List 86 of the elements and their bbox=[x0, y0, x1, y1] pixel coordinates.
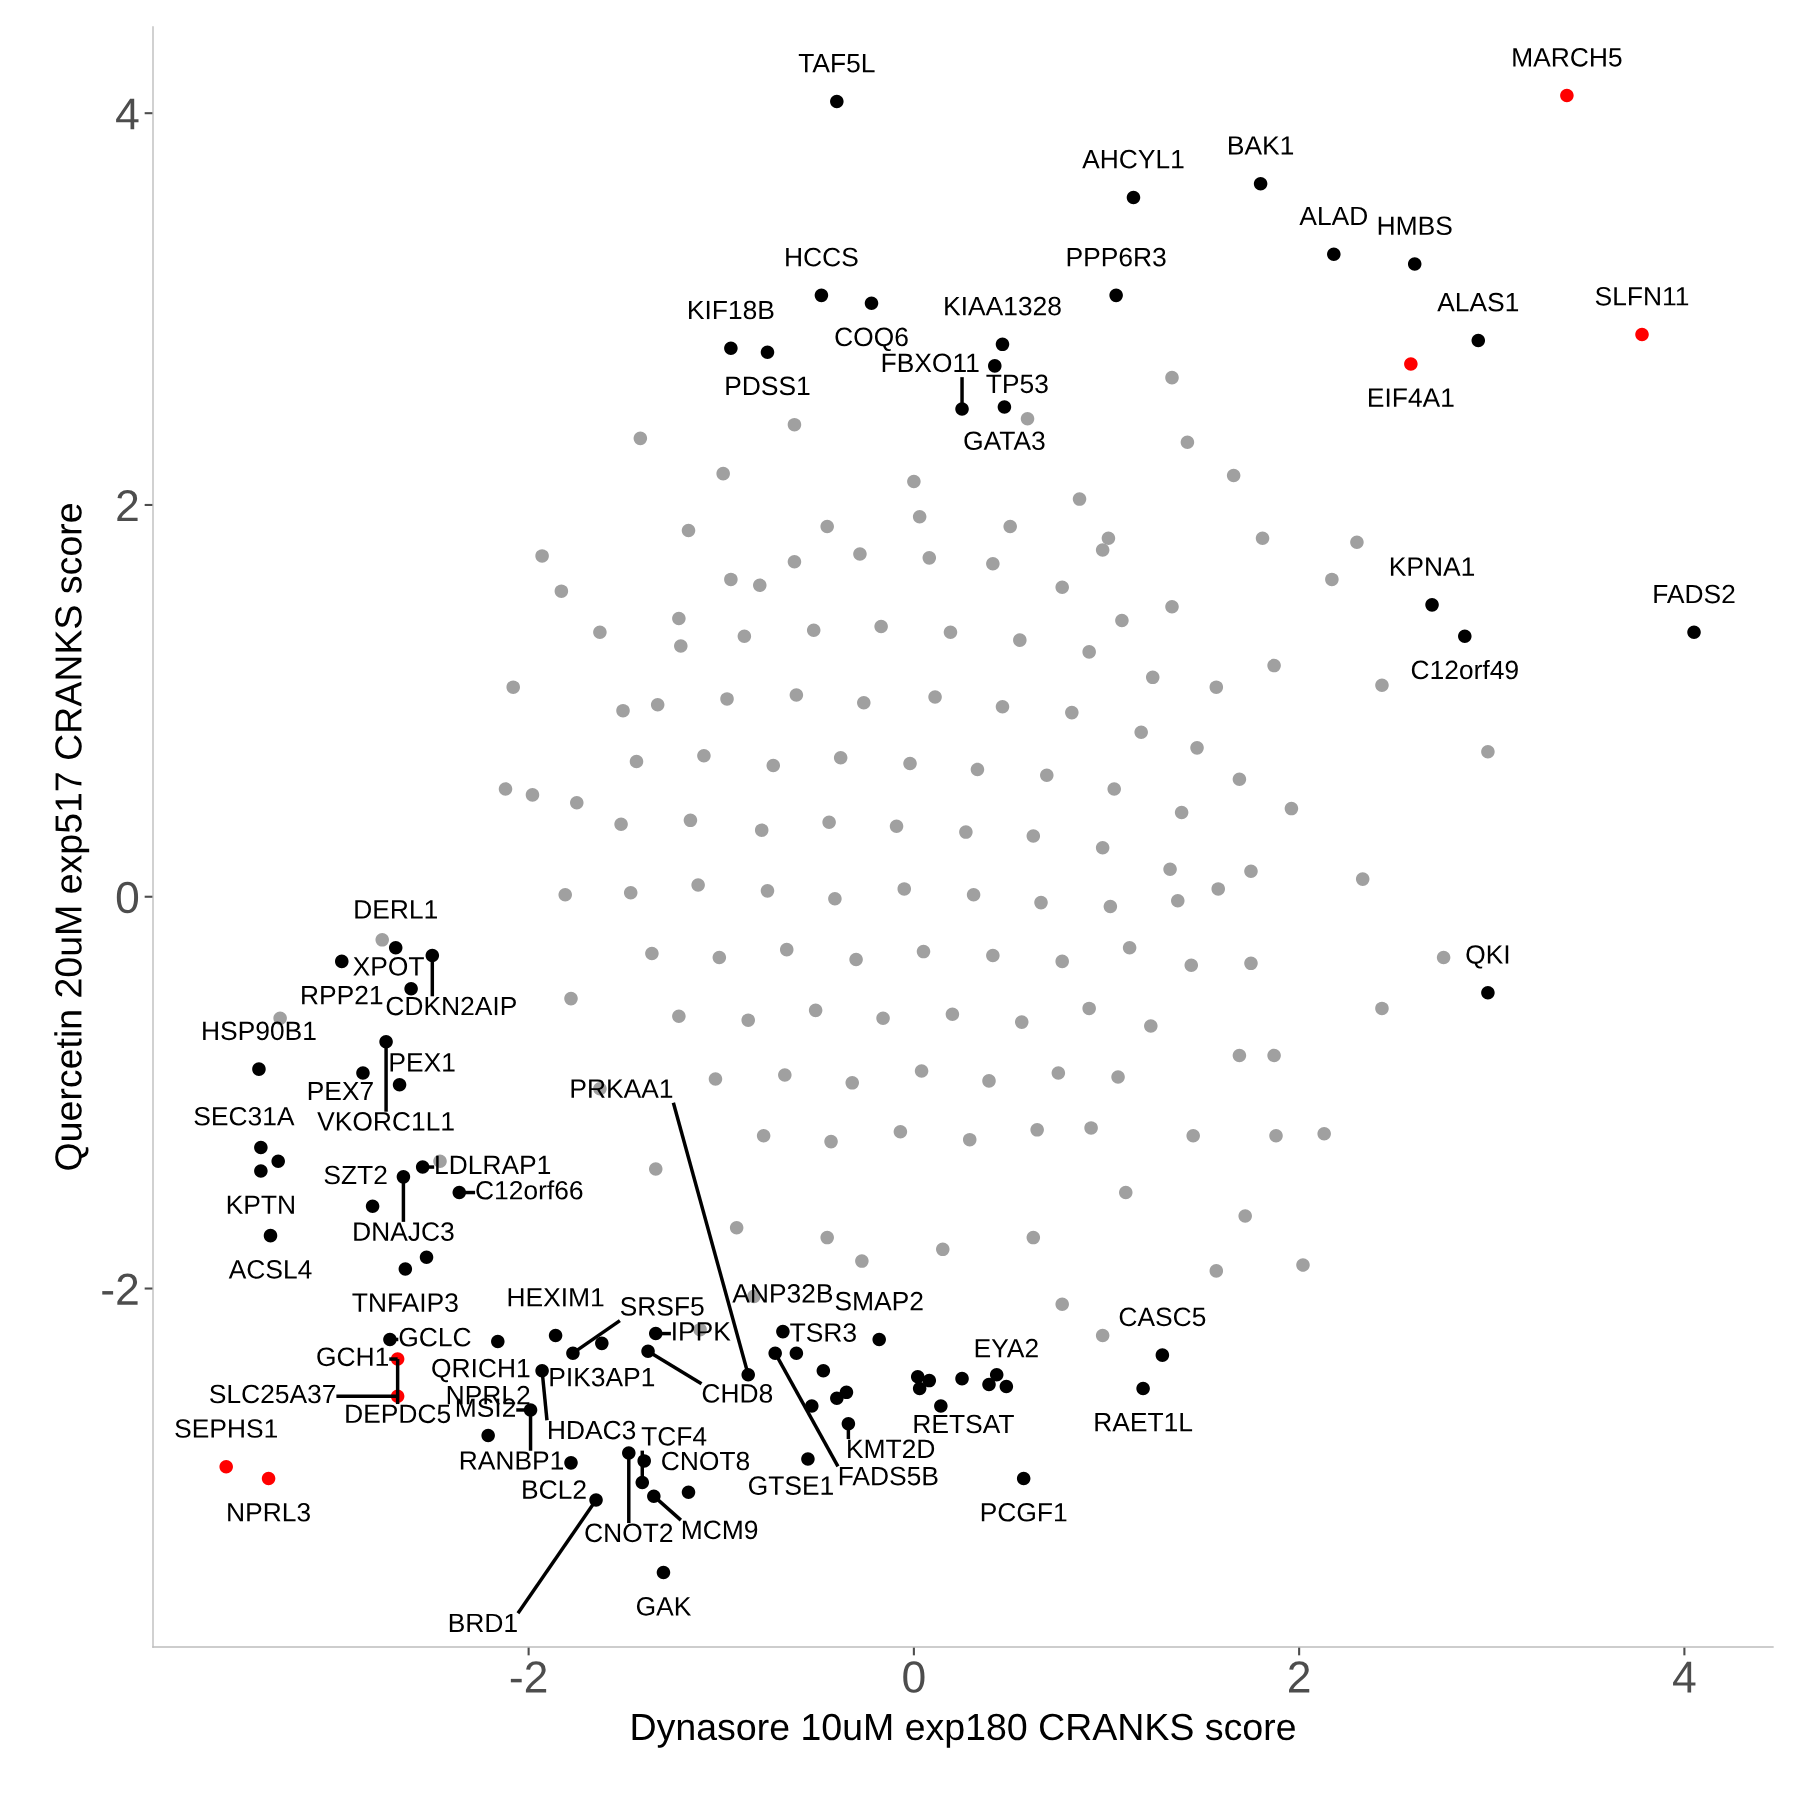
x-tick-label: 2 bbox=[1289, 1661, 1310, 1693]
annotation: GCLC bbox=[399, 1327, 471, 1347]
annotation: TCF4 bbox=[641, 1427, 707, 1446]
x-tick-label: 0 bbox=[903, 1661, 925, 1693]
annotation: SZT2 bbox=[324, 1165, 387, 1185]
annotation: GAK bbox=[636, 1596, 692, 1616]
annotation: EIF4A1 bbox=[1369, 388, 1454, 407]
annotation: HCCS bbox=[786, 247, 858, 267]
annotation: MCM9 bbox=[682, 1520, 758, 1540]
x-tick-label: -2 bbox=[510, 1661, 547, 1693]
y-tick-label: 0 bbox=[116, 881, 139, 914]
annotation: VKORC1L1 bbox=[317, 1112, 454, 1131]
annotation: SLFN11 bbox=[1595, 286, 1689, 306]
annotation: KMT2D bbox=[848, 1439, 935, 1458]
annotation: RPP21 bbox=[302, 985, 383, 1005]
annotation: PIK3AP1 bbox=[550, 1367, 655, 1387]
annotation: NPRL3 bbox=[228, 1502, 310, 1522]
annotation: KPTN bbox=[227, 1195, 294, 1214]
x-tick-label: 4 bbox=[1673, 1661, 1696, 1693]
annotation: HMBS bbox=[1378, 216, 1452, 236]
annotation: TSR3 bbox=[790, 1323, 856, 1342]
annotation: ALAD bbox=[1299, 206, 1368, 226]
annotation: QKI bbox=[1466, 945, 1509, 969]
annotation: CNOT8 bbox=[662, 1451, 750, 1471]
annotation: HSP90B1 bbox=[203, 1021, 316, 1041]
annotation: SRSF5 bbox=[620, 1297, 704, 1316]
annotation: IPPK bbox=[673, 1322, 731, 1341]
y-tick-label: 2 bbox=[117, 490, 138, 522]
annotation: LDLRAP1 bbox=[436, 1155, 551, 1174]
point bbox=[261, 1471, 276, 1486]
annotation: MARCH5 bbox=[1513, 47, 1622, 67]
annotation: CASC5 bbox=[1119, 1307, 1206, 1327]
annotation: GTSE1 bbox=[749, 1476, 833, 1495]
annotation: ANP32B bbox=[732, 1284, 833, 1303]
annotation: FADS2 bbox=[1654, 584, 1735, 604]
annotation: ACSL4 bbox=[228, 1260, 312, 1279]
annotation: DEPDC5 bbox=[346, 1404, 451, 1424]
annotation: RANBP1 bbox=[460, 1451, 564, 1470]
annotation: SMAP2 bbox=[835, 1291, 923, 1311]
annotation: KIF18B bbox=[689, 300, 774, 320]
point bbox=[1560, 88, 1574, 103]
annotation: SEC31A bbox=[194, 1106, 295, 1126]
annotation: CHD8 bbox=[702, 1384, 773, 1403]
annotation: TP53 bbox=[986, 374, 1048, 394]
annotation: PEX1 bbox=[390, 1053, 455, 1072]
y-axis-title: Quercetin 20uM exp517 CRANKS score bbox=[54, 504, 90, 1170]
annotation: ALAS1 bbox=[1437, 292, 1519, 312]
annotation: COQ6 bbox=[835, 327, 908, 352]
y-tick-label: 4 bbox=[116, 98, 139, 130]
point bbox=[1635, 327, 1649, 342]
annotation: XPOT bbox=[353, 957, 424, 976]
annotation: SLC25A37 bbox=[210, 1384, 336, 1404]
annotation: PRKAA1 bbox=[571, 1079, 673, 1098]
annotation: AHCYL1 bbox=[1082, 149, 1184, 169]
annotation: HEXIM1 bbox=[508, 1288, 604, 1307]
annotation: FBXO11 bbox=[882, 353, 979, 373]
annotation: DERL1 bbox=[355, 900, 437, 919]
annotation: PEX7 bbox=[308, 1081, 373, 1101]
annotation: C12orf66 bbox=[476, 1180, 583, 1200]
annotation: BRD1 bbox=[449, 1613, 517, 1633]
y-tick-label: -2 bbox=[102, 1273, 138, 1305]
annotation: TAF5L bbox=[798, 54, 875, 73]
annotation: PCGF1 bbox=[981, 1502, 1067, 1522]
annotation: PDSS1 bbox=[726, 376, 810, 396]
annotation: GATA3 bbox=[964, 431, 1045, 451]
annotation: DNAJC3 bbox=[354, 1222, 454, 1241]
annotation: BAK1 bbox=[1229, 136, 1294, 155]
annotation: RAET1L bbox=[1095, 1413, 1193, 1432]
annotation: SEPHS1 bbox=[175, 1419, 277, 1438]
point bbox=[219, 1460, 233, 1474]
annotation: HDAC3 bbox=[549, 1420, 636, 1440]
annotation: TNFAIP3 bbox=[352, 1293, 458, 1313]
annotation: GCH1 bbox=[317, 1347, 389, 1367]
annotation: C12orf49 bbox=[1411, 659, 1518, 680]
annotation: QRICH1 bbox=[432, 1358, 530, 1383]
annotation: RETSAT bbox=[914, 1414, 1014, 1434]
annotation: CDKN2AIP bbox=[386, 996, 516, 1016]
annotation: KIAA1328 bbox=[945, 296, 1061, 316]
annotation: KPNA1 bbox=[1390, 557, 1475, 576]
point bbox=[1404, 357, 1418, 371]
annotation: PPP6R3 bbox=[1067, 247, 1166, 267]
annotation: FADS5B bbox=[839, 1466, 938, 1486]
annotation: CNOT2 bbox=[585, 1523, 673, 1543]
x-axis-title: Dynasore 10uM exp180 CRANKS score bbox=[632, 1713, 1295, 1748]
annotation: BCL2 bbox=[523, 1480, 586, 1499]
annotation: EYA2 bbox=[975, 1338, 1038, 1358]
